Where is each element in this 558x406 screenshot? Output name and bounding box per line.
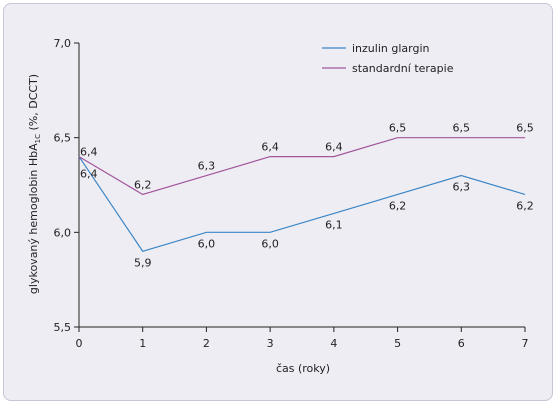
data-label: 6,3	[453, 181, 471, 194]
chart-frame	[3, 3, 553, 401]
y-axis-title-tail: (%, DCCT)	[27, 74, 40, 134]
data-label: 6,2	[134, 178, 152, 191]
legend-label-inzulin-glargin: inzulin glargin	[352, 42, 430, 55]
y-axis-title-subscript: 1C	[34, 134, 42, 143]
y-tick-label: 6,5	[54, 132, 72, 145]
y-axis-title-main: glykovaný hemoglobin HbA	[27, 143, 40, 294]
x-tick-label: 3	[267, 337, 274, 350]
data-label: 6,2	[389, 199, 407, 212]
data-label: 6,0	[261, 237, 279, 250]
x-tick-label: 0	[76, 337, 83, 350]
data-label: 6,5	[389, 122, 407, 135]
x-axis-title: čas (roky)	[276, 362, 330, 375]
legend-label-standardni-terapie: standardní terapie	[352, 62, 454, 75]
x-tick-label: 5	[394, 337, 401, 350]
x-tick-label: 6	[458, 337, 465, 350]
x-ticks: 0 1 2 3 4 5 6 7	[76, 327, 529, 350]
value-labels: 6,4 5,9 6,0 6,0 6,1 6,2 6,3 6,2 6,4 6,2 6,3 6,4 6,4 6…	[80, 122, 534, 270]
x-tick-label: 2	[203, 337, 210, 350]
series-layer	[78, 137, 526, 252]
y-tick-label: 6,0	[54, 226, 72, 239]
data-label: 6,4	[80, 168, 98, 181]
data-label: 6,4	[325, 141, 343, 154]
data-label: 6,2	[516, 199, 534, 212]
x-tick-label: 4	[330, 337, 337, 350]
data-label: 6,4	[80, 146, 98, 159]
series-line-1	[78, 137, 525, 196]
y-axis-title: glykovaný hemoglobin HbA1C (%, DCCT)	[27, 74, 42, 294]
x-tick-label: 7	[522, 337, 529, 350]
data-label: 6,3	[198, 160, 216, 173]
data-label: 6,1	[325, 218, 343, 231]
data-label: 6,4	[261, 141, 279, 154]
data-label: 6,0	[198, 237, 216, 250]
axes: 5,5 6,0 6,5 7,0 0 1 2 3 4 5 6 7	[54, 37, 529, 350]
y-tick-label: 5,5	[54, 321, 72, 334]
y-tick-label: 7,0	[54, 37, 72, 50]
y-ticks: 5,5 6,0 6,5 7,0	[54, 37, 79, 334]
legend: inzulin glargin standardní terapie	[322, 42, 454, 75]
data-label: 6,5	[453, 122, 471, 135]
x-tick-label: 1	[139, 337, 146, 350]
data-label: 5,9	[134, 256, 152, 269]
data-label: 6,5	[516, 122, 534, 135]
series-line-0	[78, 156, 526, 252]
